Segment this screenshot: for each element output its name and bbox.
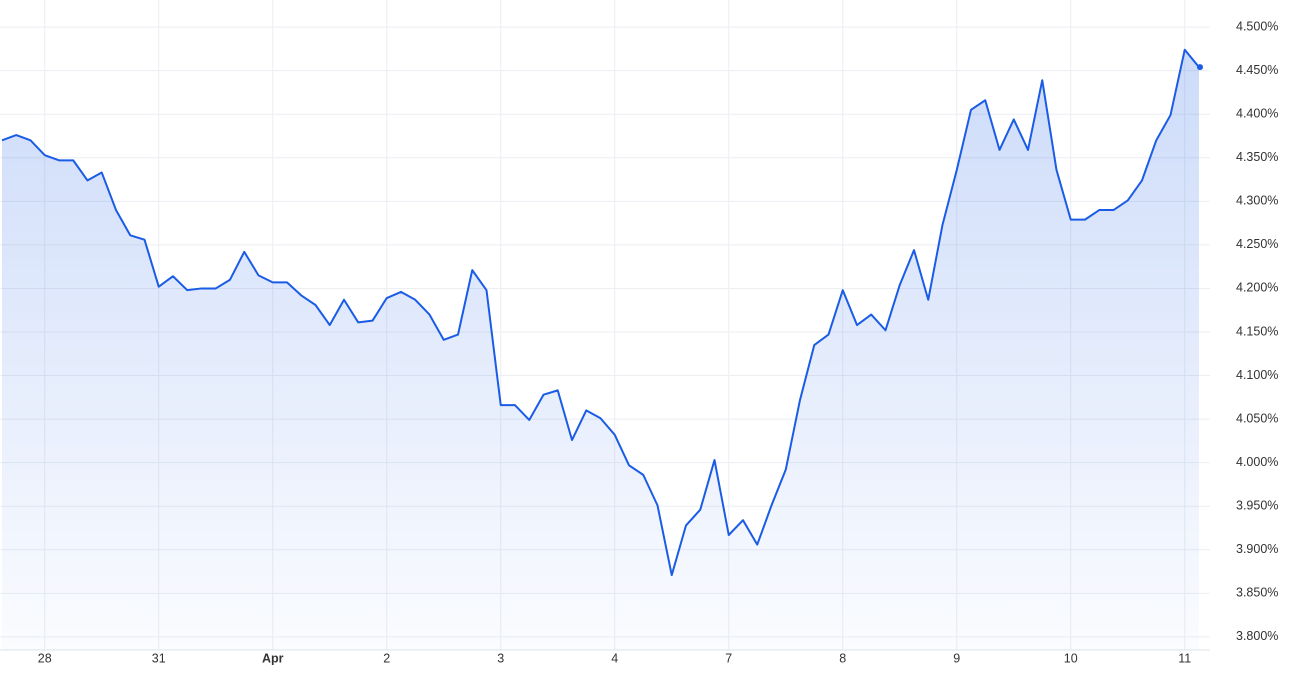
x-tick-label: 2	[383, 651, 390, 665]
y-tick-label: 3.900%	[1236, 542, 1278, 556]
y-tick-label: 3.950%	[1236, 499, 1278, 513]
x-tick-label: 7	[725, 651, 732, 665]
area	[2, 49, 1199, 651]
x-tick-label: 11	[1178, 651, 1191, 665]
x-tick-label: 3	[497, 651, 504, 665]
y-tick-label: 4.450%	[1236, 63, 1278, 77]
y-tick-label: 4.100%	[1236, 368, 1278, 382]
y-tick-label: 4.350%	[1236, 150, 1278, 164]
last-point	[1197, 64, 1203, 71]
y-tick-label: 4.200%	[1236, 281, 1278, 295]
y-tick-label: 3.800%	[1236, 629, 1278, 643]
x-tick-label: 31	[152, 651, 166, 665]
x-tick-label: 9	[953, 651, 960, 665]
x-tick-label: 28	[38, 651, 52, 665]
y-tick-label: 4.400%	[1236, 106, 1278, 120]
x-tick-label: 4	[611, 651, 618, 665]
y-tick-label: 4.050%	[1236, 411, 1278, 425]
x-tick-label: Apr	[262, 651, 284, 665]
y-tick-label: 4.500%	[1236, 19, 1278, 33]
x-tick-label: 10	[1064, 651, 1078, 665]
y-tick-label: 4.250%	[1236, 237, 1278, 251]
line	[1, 48, 1200, 577]
y-tick-label: 4.150%	[1236, 324, 1278, 338]
y-tick-label: 3.850%	[1236, 586, 1278, 600]
y-tick-label: 4.000%	[1236, 455, 1278, 469]
x-tick-label: 8	[839, 651, 846, 665]
y-tick-label: 4.300%	[1236, 194, 1278, 208]
